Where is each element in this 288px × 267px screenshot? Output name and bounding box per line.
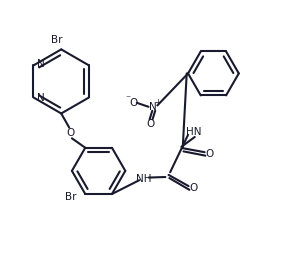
Text: HN: HN <box>186 127 201 137</box>
Text: Br: Br <box>52 35 63 45</box>
Text: NH: NH <box>136 174 152 184</box>
Text: N: N <box>37 59 45 69</box>
Text: O: O <box>129 98 137 108</box>
Text: O: O <box>189 183 198 193</box>
Text: Br: Br <box>65 192 76 202</box>
Text: +: + <box>154 98 161 107</box>
Text: N: N <box>37 93 45 103</box>
Text: O: O <box>205 148 213 159</box>
Text: ⁻: ⁻ <box>125 95 130 105</box>
Text: O: O <box>67 128 75 139</box>
Text: O: O <box>147 119 155 129</box>
Text: N: N <box>149 102 157 112</box>
